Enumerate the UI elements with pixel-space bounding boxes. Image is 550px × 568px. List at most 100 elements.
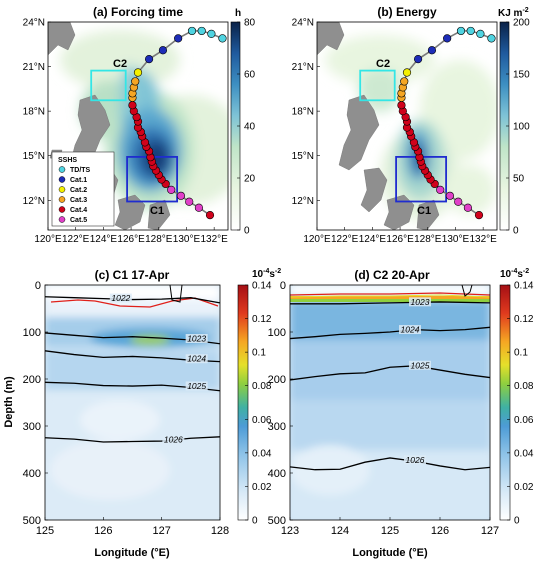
x-tick-label: 130°E xyxy=(442,234,470,245)
track-point xyxy=(158,46,168,55)
panel-d: (d) C2 20-Apr 1023 1024 1025 1026 10-4s-2 0… xyxy=(268,268,534,559)
x-tick-label: 126 xyxy=(94,525,112,537)
x-tick-label: 122°E xyxy=(331,234,359,245)
track-point xyxy=(436,185,445,194)
x-tick-label: 128 xyxy=(211,525,229,537)
isopycnal-label: 1024 xyxy=(187,354,206,364)
x-tick-label: 128°E xyxy=(414,234,442,245)
track-point xyxy=(207,29,216,38)
track-point xyxy=(205,211,215,220)
panel-b: (b) Energy C2 C xyxy=(292,5,530,245)
colorbar-tick-label: 0 xyxy=(513,226,519,237)
track-point xyxy=(174,34,183,43)
legend-marker xyxy=(58,176,66,183)
track-point xyxy=(474,211,484,220)
panel-d-title: (d) C2 20-Apr xyxy=(354,268,430,282)
panel-c-title: (c) C1 17-Apr xyxy=(95,268,170,282)
x-tick-label: 124 xyxy=(331,525,349,537)
colorbar-tick-label: 0.06 xyxy=(514,415,534,426)
legend-marker xyxy=(58,186,66,193)
colorbar-tick-label: 0.1 xyxy=(514,348,528,359)
panel-d-isopycnals: 1023 1024 1025 1026 xyxy=(290,285,490,471)
y-tick-label: 12°N xyxy=(23,196,45,207)
box-c1-a-label: C1 xyxy=(150,205,164,217)
x-tick-label: 127 xyxy=(152,525,170,537)
x-tick-label: 128°E xyxy=(145,234,173,245)
colorbar-tick-label: 150 xyxy=(513,70,530,81)
isopycnal-label-bg xyxy=(409,297,431,307)
track-point xyxy=(128,101,137,110)
colorbar-b-unit: KJ m-2 xyxy=(498,7,529,19)
x-tick-label: 125 xyxy=(381,525,399,537)
legend-entry-label: Cat.1 xyxy=(70,177,87,184)
panel-d-field xyxy=(290,285,490,520)
box-c2-a xyxy=(90,69,127,102)
track-point xyxy=(413,55,423,64)
y-tick-label: 500 xyxy=(23,515,41,527)
y-tick-label: 0 xyxy=(280,280,286,292)
track-point xyxy=(185,197,194,206)
box-c2-b-label: C2 xyxy=(376,58,390,70)
isopycnal-label: 1024 xyxy=(401,325,420,335)
legend-entry-label: Cat.2 xyxy=(70,187,87,194)
track-point xyxy=(144,55,154,64)
colorbar-tick-label: 0.08 xyxy=(514,381,534,392)
y-tick-label: 200 xyxy=(23,374,41,386)
x-tick-label: 126°E xyxy=(117,234,145,245)
track-point xyxy=(445,191,455,200)
colorbar-tick-label: 60 xyxy=(244,70,256,81)
isopycnal-label: 1023 xyxy=(187,333,206,343)
colorbar-a-unit: h xyxy=(235,8,241,19)
track-b xyxy=(397,26,496,220)
colorbar-c-unit: 10-4s-2 xyxy=(252,268,281,280)
y-tick-label: 24°N xyxy=(23,18,45,29)
track-point xyxy=(167,185,176,194)
colorbar-tick-label: 0.1 xyxy=(252,348,266,359)
colorbar-tick-label: 0.06 xyxy=(252,415,272,426)
y-tick-label: 15°N xyxy=(23,151,45,162)
y-tick-label: 21°N xyxy=(292,62,314,73)
y-tick-label: 300 xyxy=(23,421,41,433)
x-tick-label: 124°E xyxy=(359,234,387,245)
isopycnal-label-bg xyxy=(162,435,185,445)
colorbar-tick-label: 0 xyxy=(514,516,520,527)
track-point xyxy=(456,26,466,36)
colorbar-c xyxy=(237,284,249,521)
y-tick-label: 15°N xyxy=(292,151,314,162)
legend-entry-label: Cat.5 xyxy=(70,217,87,224)
x-tick-label: 132°E xyxy=(469,234,497,245)
y-tick-label: 24°N xyxy=(292,18,314,29)
x-tick-label: 125 xyxy=(36,525,54,537)
track-point xyxy=(197,26,206,36)
legend-marker xyxy=(58,196,66,203)
y-tick-label: 18°N xyxy=(292,107,314,118)
sshs-legend-title: SSHS xyxy=(58,157,77,164)
colorbar-tick-label: 100 xyxy=(513,122,530,133)
panel-c-xlabel: Longitude (°E) xyxy=(94,547,170,559)
x-tick-label: 130°E xyxy=(173,234,201,245)
y-tick-label: 0 xyxy=(35,280,41,292)
isopycnal-label-bg xyxy=(185,333,208,343)
legend-marker xyxy=(58,216,66,223)
isopycnal-label: 1022 xyxy=(111,293,130,303)
isopycnal-line xyxy=(45,436,220,443)
legend-entry-label: Cat.3 xyxy=(70,197,87,204)
colorbar-tick-label: 0.04 xyxy=(514,448,534,459)
panel-c-isopycnals: 1022 1023 1024 1025 1026 xyxy=(45,285,220,445)
isopycnal-line xyxy=(45,296,220,304)
colorbar-tick-label: 0.14 xyxy=(252,281,272,292)
isopycnal-label-bg xyxy=(109,293,132,303)
panel-c-field xyxy=(45,285,220,520)
isopycnal-label-bg xyxy=(399,325,421,335)
y-tick-label: 500 xyxy=(268,515,286,527)
x-tick-label: 126°E xyxy=(386,234,414,245)
isopycnal-line xyxy=(290,365,490,381)
colorbar-tick-label: 0.04 xyxy=(252,448,272,459)
y-tick-label: 18°N xyxy=(23,107,45,118)
legend-entry-label: TD/TS xyxy=(70,167,91,174)
legend-marker xyxy=(58,206,66,213)
y-tick-label: 12°N xyxy=(292,196,314,207)
colorbar-tick-label: 0.02 xyxy=(252,482,272,493)
colorbar-tick-label: 50 xyxy=(513,174,525,185)
